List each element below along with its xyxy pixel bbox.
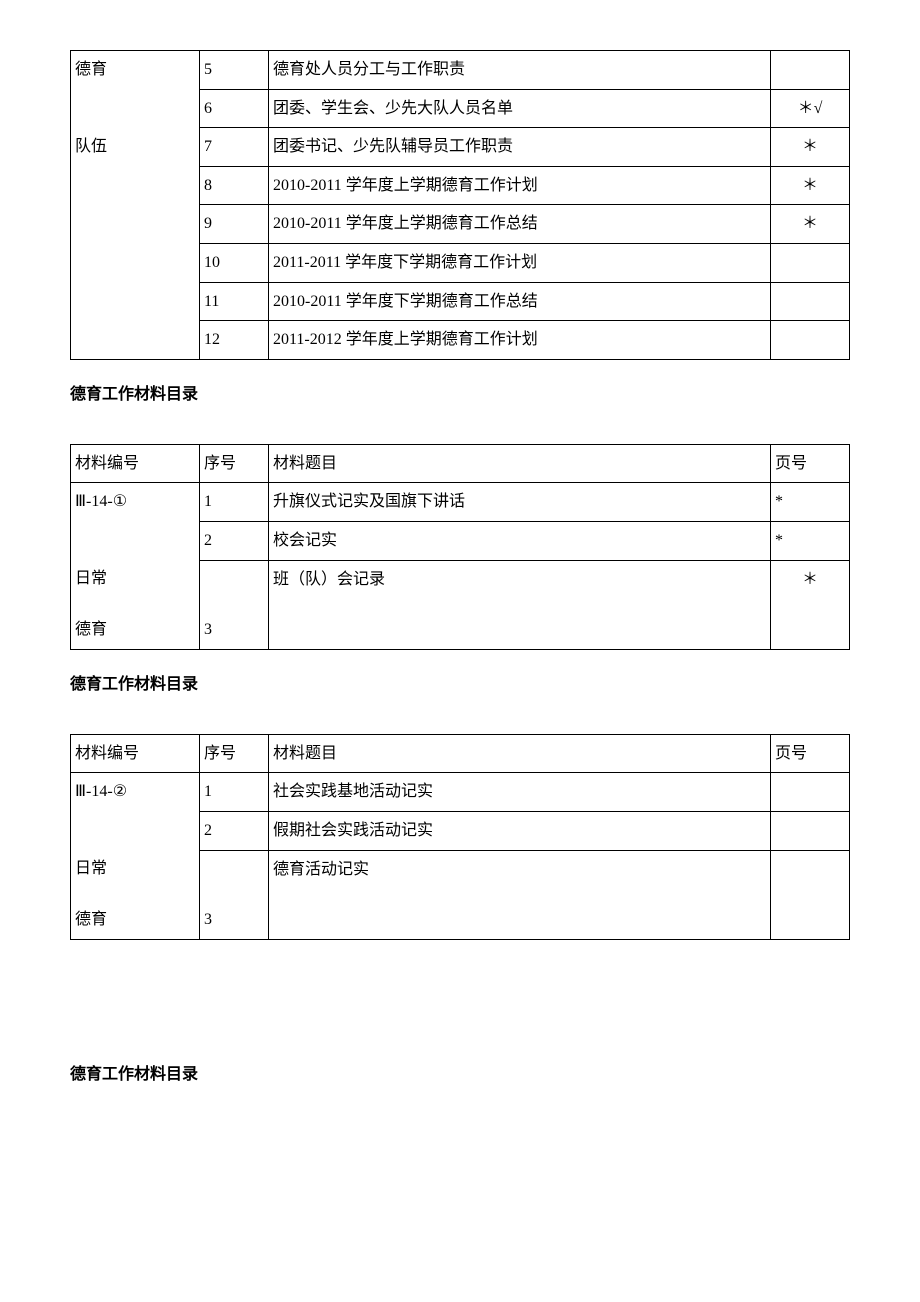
title-cell: 团委书记、少先队辅导员工作职责 (269, 128, 771, 167)
category-line: 日常 (75, 570, 107, 587)
seq-cell: 9 (200, 205, 269, 244)
seq-cell: 3 (200, 560, 269, 649)
title-cell: 德育处人员分工与工作职责 (269, 51, 771, 90)
page-cell (771, 321, 850, 360)
category-cell-empty (71, 812, 200, 851)
header-cell: 页号 (771, 734, 850, 773)
title-cell: 2011-2011 学年度下学期德育工作计划 (269, 243, 771, 282)
header-cell: 材料题目 (269, 734, 771, 773)
title-cell: 2011-2012 学年度上学期德育工作计划 (269, 321, 771, 360)
table-row: Ⅲ-14-① 1 升旗仪式记实及国旗下讲话 * (71, 483, 850, 522)
category-cell: 队伍 (71, 128, 200, 360)
section-heading: 德育工作材料目录 (70, 1060, 850, 1084)
category-cell: 日常 德育 (71, 850, 200, 939)
table-row: 队伍 7 团委书记、少先队辅导员工作职责 ＊ (71, 128, 850, 167)
seq-cell: 8 (200, 166, 269, 205)
seq-cell: 12 (200, 321, 269, 360)
page-cell (771, 51, 850, 90)
header-cell: 材料编号 (71, 734, 200, 773)
table-header-row: 材料编号 序号 材料题目 页号 (71, 444, 850, 483)
table-daily-deyu-2: 材料编号 序号 材料题目 页号 Ⅲ-14-② 1 社会实践基地活动记实 2 假期… (70, 734, 850, 940)
page-cell: ＊ (771, 205, 850, 244)
category-line: 德育 (75, 621, 107, 638)
seq-cell: 3 (200, 850, 269, 939)
page-cell: ＊ (771, 560, 850, 649)
table-row: 日常 德育 3 德育活动记实 (71, 850, 850, 939)
category-line: 德育 (75, 911, 107, 928)
seq-cell: 6 (200, 89, 269, 128)
category-line: 日常 (75, 860, 107, 877)
seq-cell: 10 (200, 243, 269, 282)
header-cell: 材料编号 (71, 444, 200, 483)
page-cell: ＊√ (771, 89, 850, 128)
title-cell: 2010-2011 学年度上学期德育工作总结 (269, 205, 771, 244)
page-cell (771, 850, 850, 939)
table-row: Ⅲ-14-② 1 社会实践基地活动记实 (71, 773, 850, 812)
section-heading: 德育工作材料目录 (70, 380, 850, 404)
category-cell-empty (71, 89, 200, 128)
header-cell: 序号 (200, 734, 269, 773)
page-cell (771, 282, 850, 321)
page-cell: * (771, 521, 850, 560)
table-header-row: 材料编号 序号 材料题目 页号 (71, 734, 850, 773)
category-cell-empty (71, 521, 200, 560)
seq-cell: 7 (200, 128, 269, 167)
page-cell: * (771, 483, 850, 522)
category-cell: 日常 德育 (71, 560, 200, 649)
seq-cell: 5 (200, 51, 269, 90)
page-cell (771, 812, 850, 851)
page-cell: ＊ (771, 128, 850, 167)
title-cell: 社会实践基地活动记实 (269, 773, 771, 812)
title-cell: 2010-2011 学年度上学期德育工作计划 (269, 166, 771, 205)
category-cell: 德育 (71, 51, 200, 90)
table-row: 6 团委、学生会、少先大队人员名单 ＊√ (71, 89, 850, 128)
page-cell (771, 243, 850, 282)
header-cell: 材料题目 (269, 444, 771, 483)
title-cell: 升旗仪式记实及国旗下讲话 (269, 483, 771, 522)
seq-cell: 1 (200, 483, 269, 522)
header-cell: 页号 (771, 444, 850, 483)
header-cell: 序号 (200, 444, 269, 483)
title-cell: 德育活动记实 (269, 850, 771, 939)
table-daily-deyu-1: 材料编号 序号 材料题目 页号 Ⅲ-14-① 1 升旗仪式记实及国旗下讲话 * … (70, 444, 850, 650)
page-cell: ＊ (771, 166, 850, 205)
seq-cell: 1 (200, 773, 269, 812)
code-cell: Ⅲ-14-② (71, 773, 200, 812)
seq-cell: 2 (200, 812, 269, 851)
section-heading: 德育工作材料目录 (70, 670, 850, 694)
table-row: 2 校会记实 * (71, 521, 850, 560)
title-cell: 校会记实 (269, 521, 771, 560)
seq-cell: 11 (200, 282, 269, 321)
title-cell: 2010-2011 学年度下学期德育工作总结 (269, 282, 771, 321)
title-cell: 班（队）会记录 (269, 560, 771, 649)
table-row: 日常 德育 3 班（队）会记录 ＊ (71, 560, 850, 649)
table-row: 德育 5 德育处人员分工与工作职责 (71, 51, 850, 90)
table-row: 2 假期社会实践活动记实 (71, 812, 850, 851)
table-deyu-team: 德育 5 德育处人员分工与工作职责 6 团委、学生会、少先大队人员名单 ＊√ 队… (70, 50, 850, 360)
title-cell: 团委、学生会、少先大队人员名单 (269, 89, 771, 128)
code-cell: Ⅲ-14-① (71, 483, 200, 522)
seq-cell: 2 (200, 521, 269, 560)
title-cell: 假期社会实践活动记实 (269, 812, 771, 851)
page-cell (771, 773, 850, 812)
